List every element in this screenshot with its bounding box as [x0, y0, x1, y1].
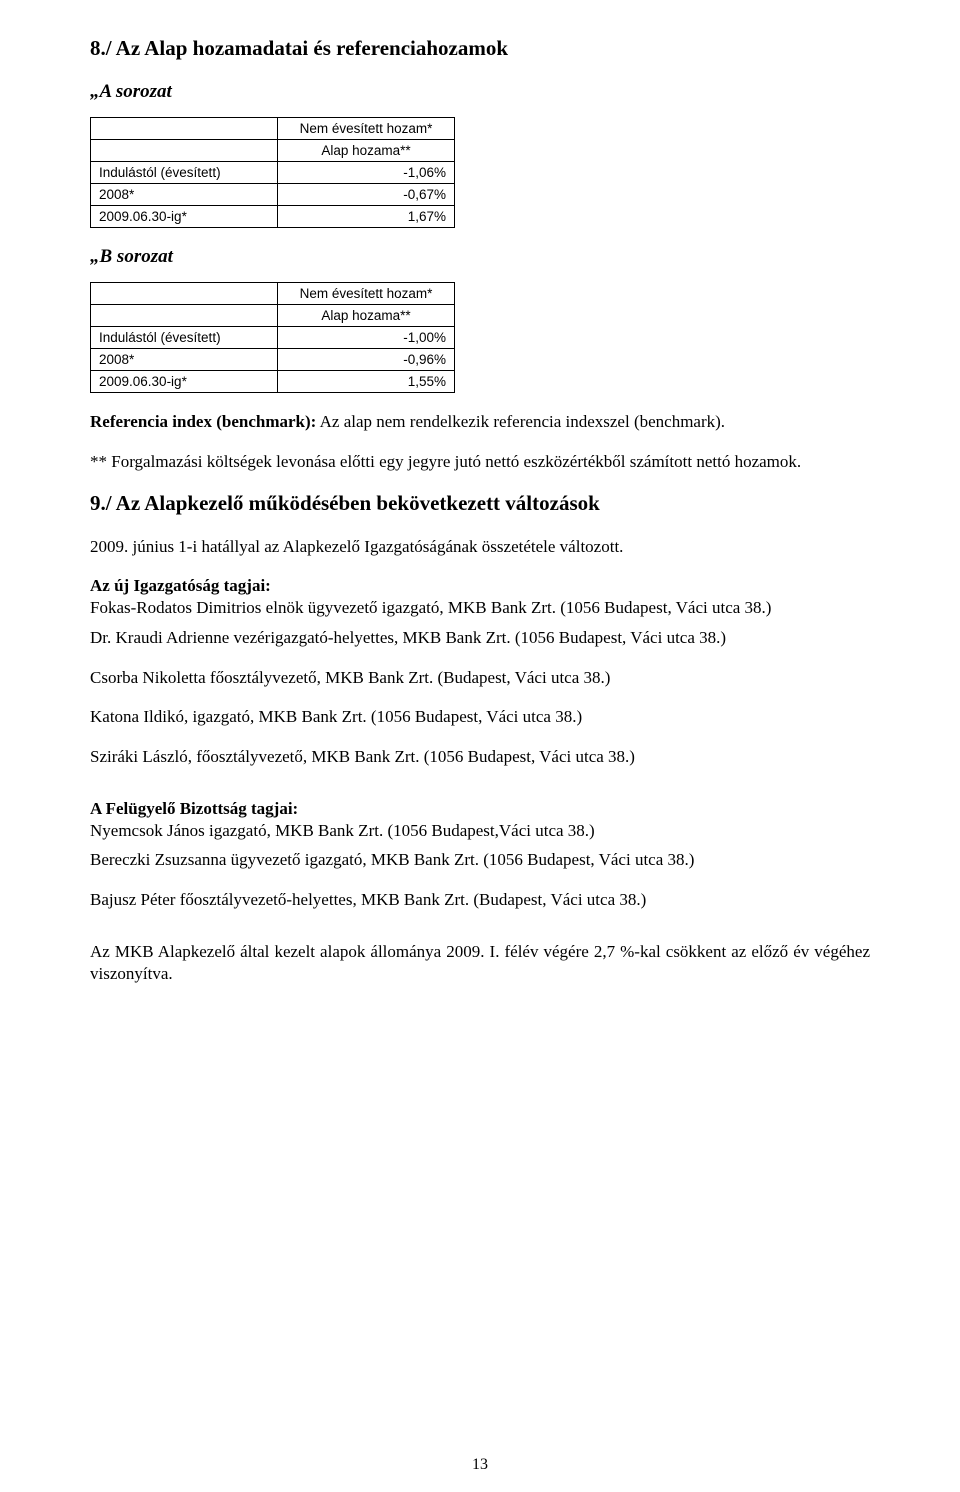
table-row: 2009.06.30-ig* 1,67% [91, 206, 455, 228]
series-a-label: „A sorozat [90, 81, 870, 103]
igazgatosag-line: Fokas-Rodatos Dimitrios elnök ügyvezető … [90, 598, 771, 617]
table-row: Alap hozama** [91, 305, 455, 327]
igazgatosag-line: Csorba Nikoletta főosztályvezető, MKB Ba… [90, 667, 870, 689]
table-cell-value: -1,06% [278, 162, 455, 184]
table-cell-value: -1,00% [278, 327, 455, 349]
table-cell-empty [91, 305, 278, 327]
table-row: Nem évesített hozam* [91, 118, 455, 140]
series-b-label: „B sorozat [90, 246, 870, 268]
fb-line: Bajusz Péter főosztályvezető-helyettes, … [90, 889, 870, 911]
fb-label: A Felügyelő Bizottság tagjai: [90, 799, 298, 818]
reference-index-paragraph: Referencia index (benchmark): Az alap ne… [90, 411, 870, 433]
table-cell-value: 1,67% [278, 206, 455, 228]
table-header-cell: Nem évesített hozam* [278, 118, 455, 140]
table-row: Indulástól (évesített) -1,06% [91, 162, 455, 184]
reference-index-text: Az alap nem rendelkezik referencia index… [316, 412, 725, 431]
table-cell-empty [91, 283, 278, 305]
fb-line: Nyemcsok János igazgató, MKB Bank Zrt. (… [90, 821, 595, 840]
igazgatosag-line: Katona Ildikó, igazgató, MKB Bank Zrt. (… [90, 706, 870, 728]
section8-title: 8./ Az Alap hozamadatai és referenciahoz… [90, 36, 870, 61]
igazgatosag-label: Az új Igazgatóság tagjai: [90, 576, 271, 595]
footnote-paragraph: ** Forgalmazási költségek levonása előtt… [90, 451, 870, 473]
table-cell-value: -0,96% [278, 349, 455, 371]
table-a: Nem évesített hozam* Alap hozama** Indul… [90, 117, 455, 228]
closing-paragraph: Az MKB Alapkezelő által kezelt alapok ál… [90, 941, 870, 985]
table-cell-label: Indulástól (évesített) [91, 162, 278, 184]
table-row: Nem évesített hozam* [91, 283, 455, 305]
table-header-cell: Nem évesített hozam* [278, 283, 455, 305]
table-cell-label: 2009.06.30-ig* [91, 371, 278, 393]
table-row: 2008* -0,67% [91, 184, 455, 206]
igazgatosag-line: Dr. Kraudi Adrienne vezérigazgató-helyet… [90, 627, 870, 649]
reference-index-label: Referencia index (benchmark): [90, 412, 316, 431]
table-cell-label: 2009.06.30-ig* [91, 206, 278, 228]
table-row: Alap hozama** [91, 140, 455, 162]
igazgatosag-block: Az új Igazgatóság tagjai: Fokas-Rodatos … [90, 575, 870, 619]
table-cell-value: -0,67% [278, 184, 455, 206]
table-cell-value: 1,55% [278, 371, 455, 393]
table-header-cell: Alap hozama** [278, 140, 455, 162]
table-cell-label: 2008* [91, 349, 278, 371]
fb-block: A Felügyelő Bizottság tagjai: Nyemcsok J… [90, 798, 870, 842]
table-cell-empty [91, 118, 278, 140]
table-cell-empty [91, 140, 278, 162]
table-row: Indulástól (évesített) -1,00% [91, 327, 455, 349]
section9-title: 9./ Az Alapkezelő működésében bekövetkez… [90, 491, 870, 516]
table-cell-label: 2008* [91, 184, 278, 206]
fb-line: Bereczki Zsuzsanna ügyvezető igazgató, M… [90, 849, 870, 871]
table-row: 2009.06.30-ig* 1,55% [91, 371, 455, 393]
table-row: 2008* -0,96% [91, 349, 455, 371]
igazgatosag-line: Sziráki László, főosztályvezető, MKB Ban… [90, 746, 870, 768]
page: 8./ Az Alap hozamadatai és referenciahoz… [0, 0, 960, 1492]
table-b: Nem évesített hozam* Alap hozama** Indul… [90, 282, 455, 393]
table-header-cell: Alap hozama** [278, 305, 455, 327]
paragraph-2009jun: 2009. június 1-i hatállyal az Alapkezelő… [90, 536, 870, 558]
page-number: 13 [0, 1456, 960, 1474]
table-cell-label: Indulástól (évesített) [91, 327, 278, 349]
